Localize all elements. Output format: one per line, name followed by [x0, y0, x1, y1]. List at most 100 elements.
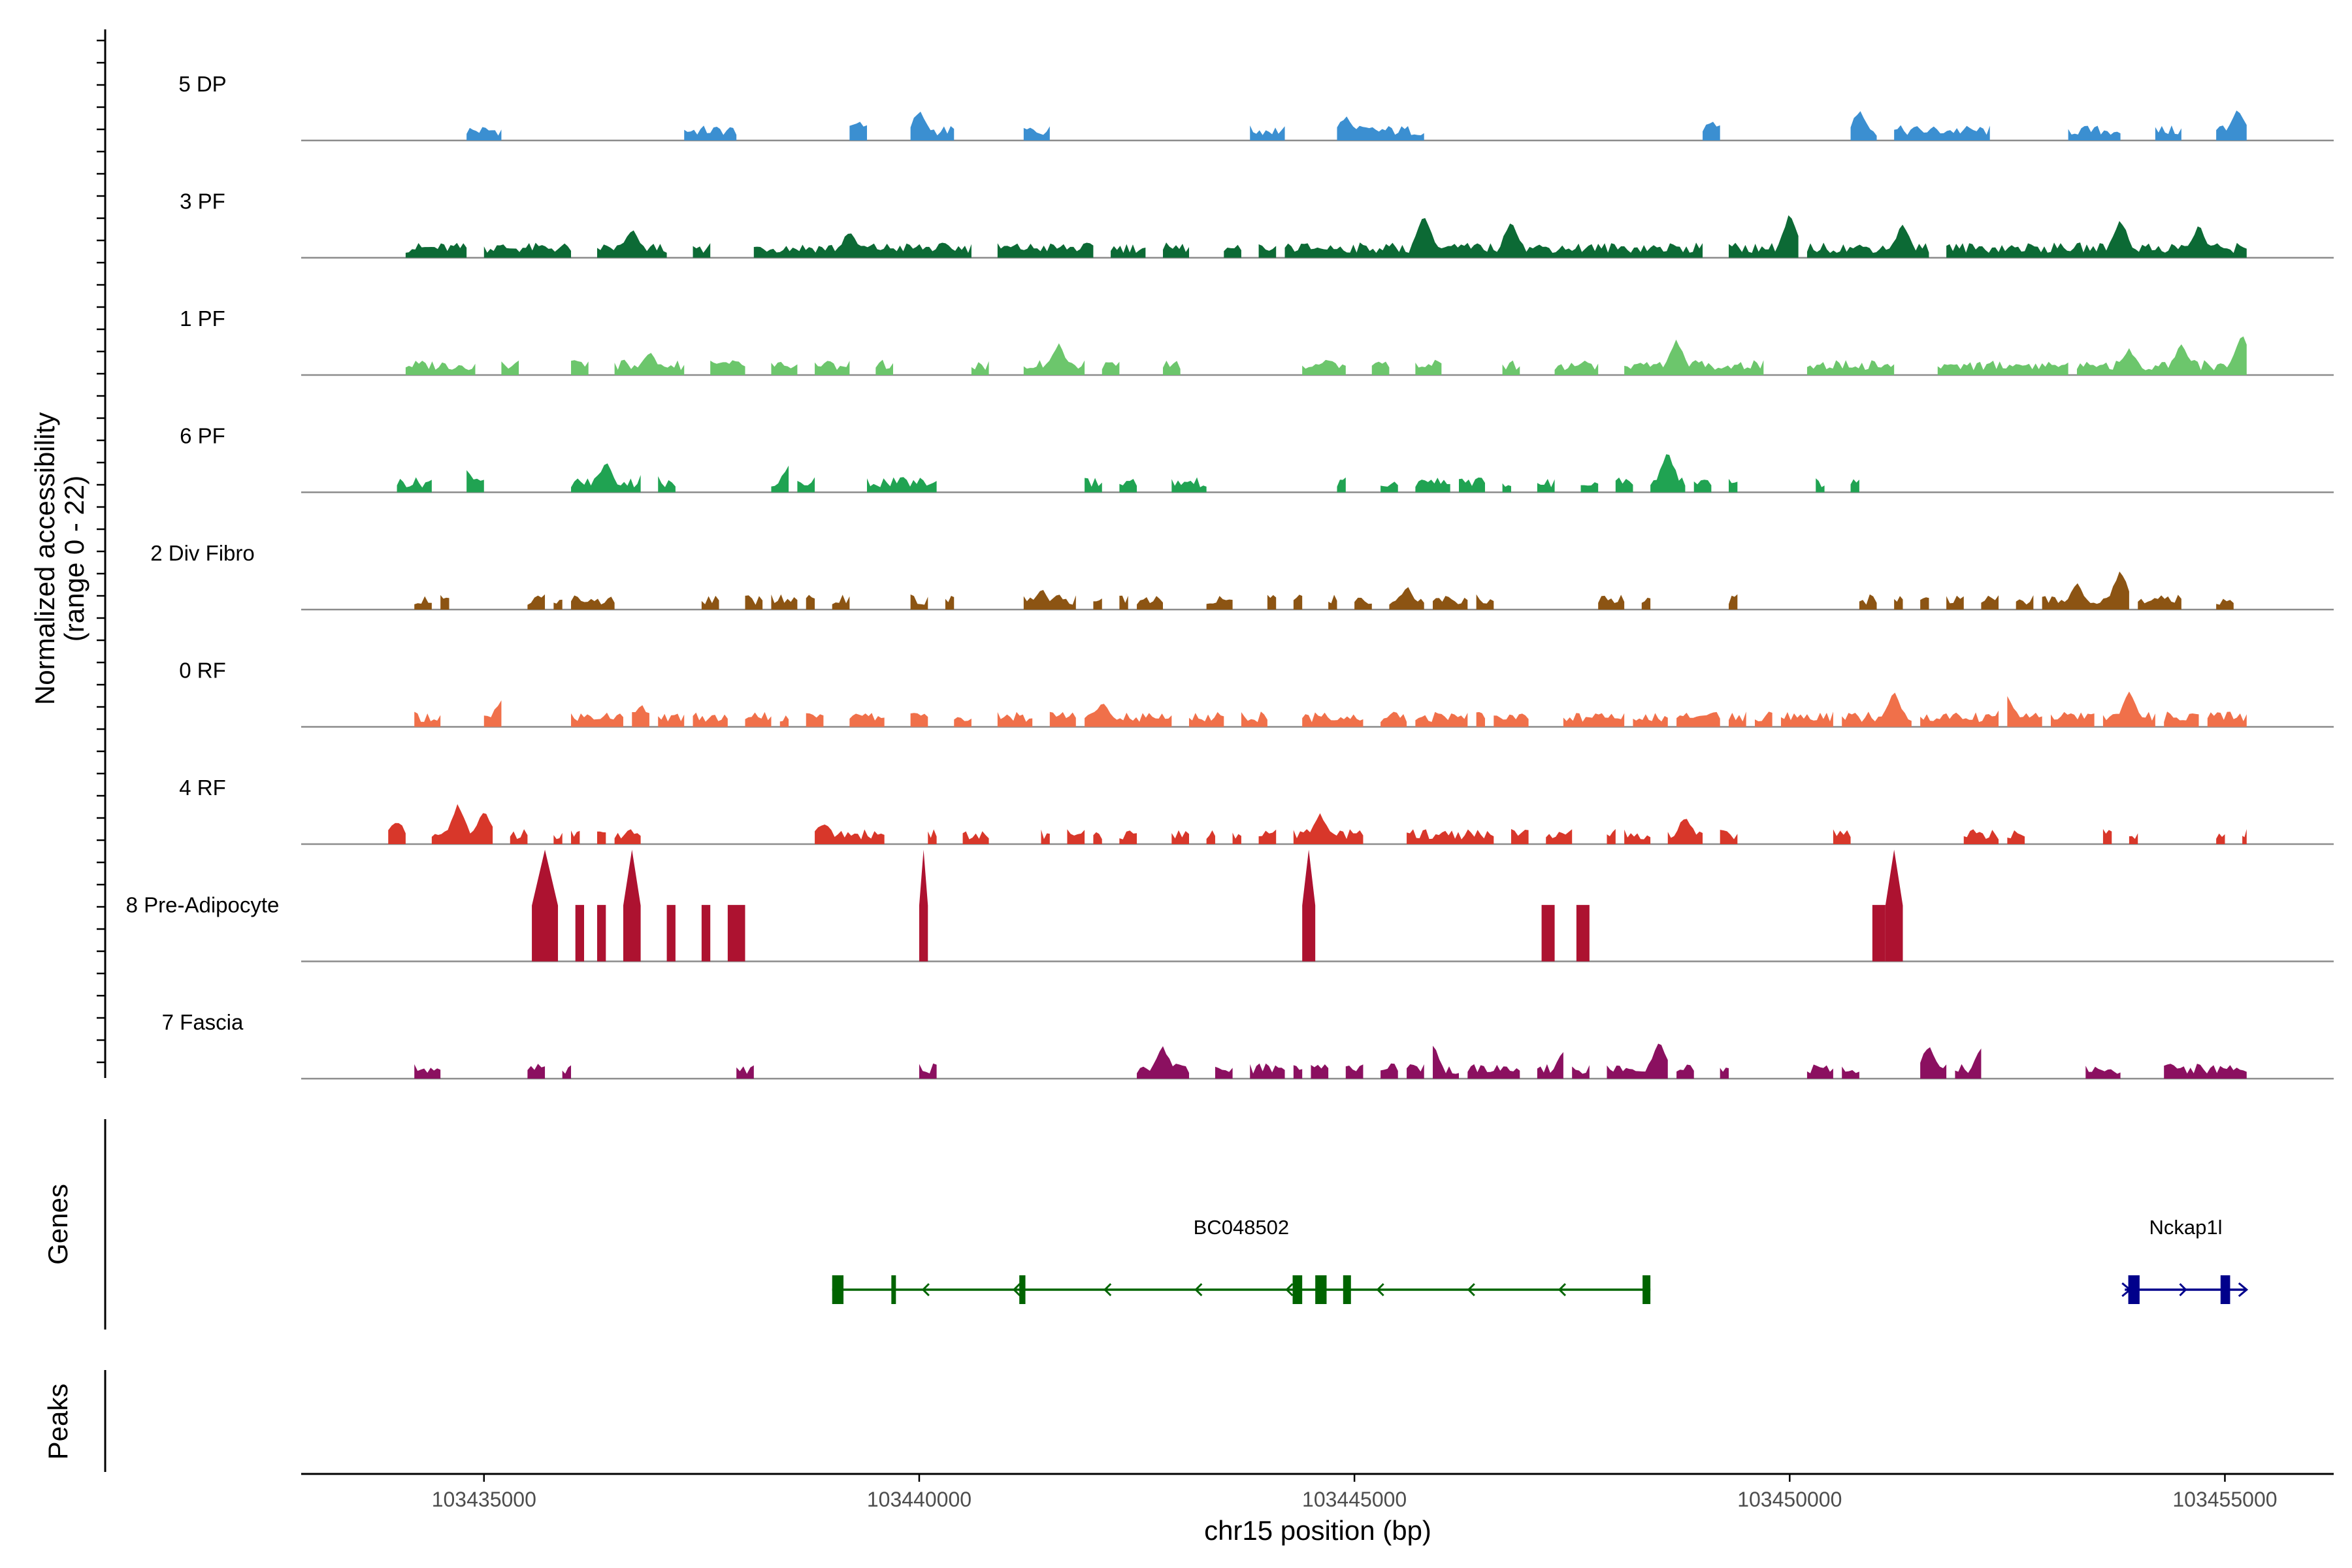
coverage-region [771, 361, 798, 375]
track-7-fascia: 7 Fascia [162, 1010, 2334, 1080]
x-tick-label: 103455000 [2172, 1488, 2277, 1511]
coverage-region [553, 832, 563, 844]
gene-exon [1343, 1275, 1351, 1304]
coverage-region [483, 700, 502, 727]
coverage-region [2102, 828, 2112, 844]
coverage-region [701, 595, 719, 610]
coverage-region [1720, 830, 1738, 844]
peaks-panel-label: Peaks [42, 1384, 73, 1460]
coverage-region [1467, 1064, 1520, 1079]
coverage-region [1920, 710, 1999, 727]
coverage-region [1163, 360, 1181, 375]
coverage-region [1302, 359, 1346, 375]
coverage-region [1067, 829, 1085, 844]
gene-exon [891, 1275, 896, 1304]
coverage-region [405, 361, 476, 375]
coverage-region [1920, 1047, 1947, 1079]
coverage-region [745, 711, 772, 727]
coverage-bar [1302, 849, 1316, 962]
coverage-region [910, 713, 928, 727]
coverage-region [1433, 1045, 1460, 1079]
coverage-region [1729, 478, 1738, 493]
coverage-region [1119, 830, 1137, 844]
coverage-region [414, 596, 432, 610]
gene-exon [1315, 1275, 1327, 1304]
track-label: 8 Pre-Adipocyte [126, 893, 280, 917]
coverage-region [1641, 597, 1651, 610]
coverage-region [1241, 711, 1267, 727]
coverage-region [2138, 595, 2181, 610]
coverage-region [2207, 711, 2247, 727]
coverage-bar [596, 905, 606, 962]
coverage-region [1729, 215, 1799, 258]
coverage-region [954, 717, 972, 727]
coverage-region [2155, 125, 2181, 140]
coverage-region [1580, 482, 1599, 493]
coverage-region [806, 713, 824, 727]
coverage-region [405, 242, 467, 258]
strand-arrow [2238, 1282, 2249, 1298]
y-axis-title: Normalized accessibility [29, 412, 60, 705]
coverage-region [1859, 594, 1877, 610]
coverage-region [1337, 477, 1346, 493]
coverage-region [1650, 454, 1686, 493]
x-tick-label: 103440000 [867, 1488, 972, 1511]
coverage-region [501, 360, 519, 375]
track-label: 1 PF [180, 306, 225, 331]
coverage-region [2164, 1064, 2247, 1079]
coverage-region [571, 830, 580, 844]
gene-exon [1292, 1275, 1303, 1304]
coverage-region [1537, 478, 1555, 493]
coverage-region [1041, 829, 1050, 844]
gene-bc048502: BC048502 [832, 1216, 1651, 1304]
coverage-region [867, 477, 937, 493]
coverage-region [1720, 1068, 1729, 1079]
coverage-region [928, 829, 937, 844]
coverage-region [1293, 813, 1364, 844]
track-label: 6 PF [180, 424, 225, 448]
coverage-region [1981, 595, 1999, 610]
coverage-bar [727, 905, 745, 962]
coverage-region [2129, 833, 2138, 844]
coverage-region [1693, 480, 1712, 493]
coverage-region [1137, 1046, 1189, 1079]
coverage-region [1023, 126, 1050, 140]
coverage-region [466, 127, 502, 140]
x-axis: 103435000 103440000 103445000 103450000 1034… [432, 1474, 2278, 1511]
track-1-pf: 1 PF [180, 306, 2334, 376]
coverage-bar [1885, 849, 1903, 962]
strand-arrow [1467, 1282, 1475, 1297]
track-label: 4 RF [179, 776, 226, 800]
coverage-region [1250, 125, 1285, 140]
coverage-region [1615, 477, 1633, 493]
coverage-bar [1872, 905, 1886, 962]
gene-name-label: BC048502 [1194, 1216, 1290, 1239]
coverage-region [771, 594, 798, 610]
coverage-region [1667, 819, 1703, 844]
strand-arrow [1103, 1282, 1112, 1297]
coverage-region [553, 599, 563, 610]
coverage-region [527, 594, 546, 610]
track-label: 2 Div Fibro [150, 541, 255, 565]
coverage-region [1302, 712, 1364, 727]
coverage-region [771, 465, 789, 493]
track-5-dp: 5 DP [178, 72, 2334, 142]
coverage-region [1842, 693, 1912, 727]
coverage-region [1806, 224, 1929, 258]
coverage-region [414, 711, 441, 727]
coverage-region [1407, 829, 1494, 844]
coverage-region [1415, 711, 1468, 727]
coverage-bar [701, 905, 711, 962]
coverage-region [919, 1063, 937, 1079]
coverage-region [1293, 1065, 1303, 1079]
x-axis-title: chr15 position (bp) [1204, 1515, 1431, 1546]
coverage-region [962, 831, 989, 844]
gene-exon [2220, 1275, 2230, 1304]
coverage-region [1093, 832, 1102, 844]
coverage-region [815, 825, 885, 844]
coverage-region [483, 242, 572, 258]
coverage-region [1085, 478, 1102, 493]
coverage-region [2076, 336, 2247, 375]
coverage-bar [1541, 905, 1555, 962]
coverage-region [1624, 339, 1764, 375]
